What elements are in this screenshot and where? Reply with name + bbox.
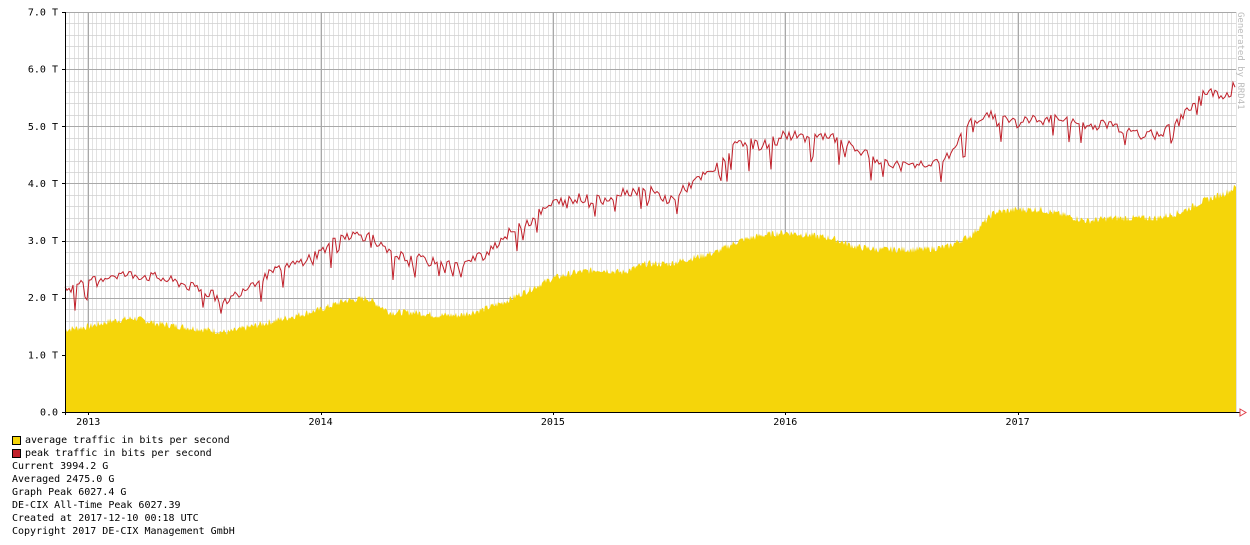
peak-color-swatch <box>12 449 21 458</box>
legend-item-average: average traffic in bits per second <box>12 434 235 447</box>
x-tick-label: 2014 <box>309 417 333 428</box>
y-tick-label: 4.0 T <box>28 179 58 190</box>
y-tick-label: 5.0 T <box>28 122 58 133</box>
x-axis-ticks: 2013 2014 2015 2016 2017 <box>76 412 1030 428</box>
y-tick-label: 1.0 T <box>28 350 58 361</box>
peak-traffic-series <box>64 80 1236 314</box>
x-tick-label: 2017 <box>1006 417 1030 428</box>
y-tick-label: 7.0 T <box>28 8 58 19</box>
stat-current: Current 3994.2 G <box>12 461 109 472</box>
average-traffic-series <box>65 184 1236 412</box>
average-color-swatch <box>12 436 21 445</box>
legend-label-peak: peak traffic in bits per second <box>25 448 212 459</box>
legend: average traffic in bits per second peak … <box>12 434 235 538</box>
x-axis-arrow-icon <box>1239 408 1247 417</box>
stat-created: Created at 2017-12-10 00:18 UTC <box>12 513 199 524</box>
legend-item-peak: peak traffic in bits per second <box>12 447 235 460</box>
y-axis-ticks: 0.0 1.0 T 2.0 T 3.0 T 4.0 T 5.0 T 6.0 T 7.0 T <box>28 8 65 419</box>
x-tick-label: 2015 <box>541 417 565 428</box>
y-tick-label: 2.0 T <box>28 293 58 304</box>
x-tick-label: 2016 <box>773 417 797 428</box>
y-tick-label: 6.0 T <box>28 65 58 76</box>
stat-graph-peak: Graph Peak 6027.4 G <box>12 487 127 498</box>
peak-traffic-line <box>64 80 1236 314</box>
axes <box>65 12 1247 417</box>
y-tick-label: 3.0 T <box>28 236 58 247</box>
traffic-chart: 0.0 1.0 T 2.0 T 3.0 T 4.0 T 5.0 T 6.0 T 7.0 T 2… <box>28 8 1247 428</box>
stat-averaged: Averaged 2475.0 G <box>12 474 115 485</box>
x-tick-label: 2013 <box>76 417 100 428</box>
y-tick-label: 0.0 <box>40 408 58 419</box>
legend-label-average: average traffic in bits per second <box>25 435 230 446</box>
average-traffic-area <box>65 184 1236 412</box>
generator-credit: Generated by RRD41 <box>1235 12 1245 110</box>
stat-copyright: Copyright 2017 DE-CIX Management GmbH <box>12 526 235 537</box>
stat-all-time-peak: DE-CIX All-Time Peak 6027.39 <box>12 500 181 511</box>
